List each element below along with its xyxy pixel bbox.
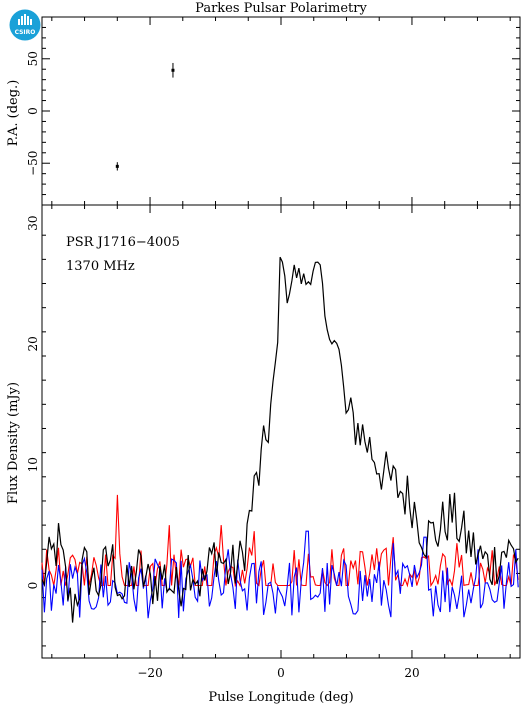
linear-polarization-line — [41, 494, 519, 588]
pa-point — [115, 164, 119, 168]
flux-ytick-label: 20 — [26, 336, 40, 351]
pa-ylabel: P.A. (deg.) — [6, 80, 21, 147]
flux-xlabel: Pulse Longitude (deg) — [208, 690, 353, 705]
total-intensity-line — [41, 256, 519, 623]
flux-xtick-label: 20 — [404, 666, 419, 680]
flux-ytick-label: 30 — [26, 215, 40, 230]
flux-series — [41, 256, 519, 623]
flux-panel: 0 10 20 30 −20 0 20 PSR J1716−4005 1370 MHz F… — [6, 204, 521, 705]
frequency-annotation: 1370 MHz — [66, 259, 135, 274]
pa-ytick-label: −50 — [26, 151, 40, 176]
flux-ytick-label: 10 — [26, 457, 40, 472]
flux-ylabel: Flux Density (mJy) — [6, 382, 21, 504]
circular-polarization-line — [41, 530, 519, 619]
logo-text: CSIRO — [15, 29, 36, 36]
csiro-logo-icon: CSIRO — [9, 9, 41, 41]
pa-ytick-labels: −50 0 50 — [26, 51, 40, 176]
pa-panel: −50 0 50 P.A. (deg.) — [6, 16, 521, 206]
flux-ticks — [42, 205, 520, 658]
flux-xtick-labels: −20 0 20 — [137, 666, 419, 680]
csiro-logo: CSIRO — [9, 9, 41, 41]
flux-ytick-label: 0 — [26, 582, 40, 590]
flux-xtick-label: −20 — [137, 666, 162, 680]
pa-ytick-label: 0 — [26, 107, 40, 115]
pulsar-name-annotation: PSR J1716−4005 — [66, 235, 180, 250]
chart-title: Parkes Pulsar Polarimetry — [195, 1, 367, 16]
flux-xtick-label: 0 — [277, 666, 285, 680]
pa-point — [171, 68, 175, 72]
pa-ticks — [42, 17, 520, 205]
pa-points — [115, 62, 175, 171]
pa-ytick-label: 50 — [26, 51, 40, 66]
pa-plot-frame — [41, 16, 521, 206]
flux-ytick-labels: 0 10 20 30 — [26, 215, 40, 589]
